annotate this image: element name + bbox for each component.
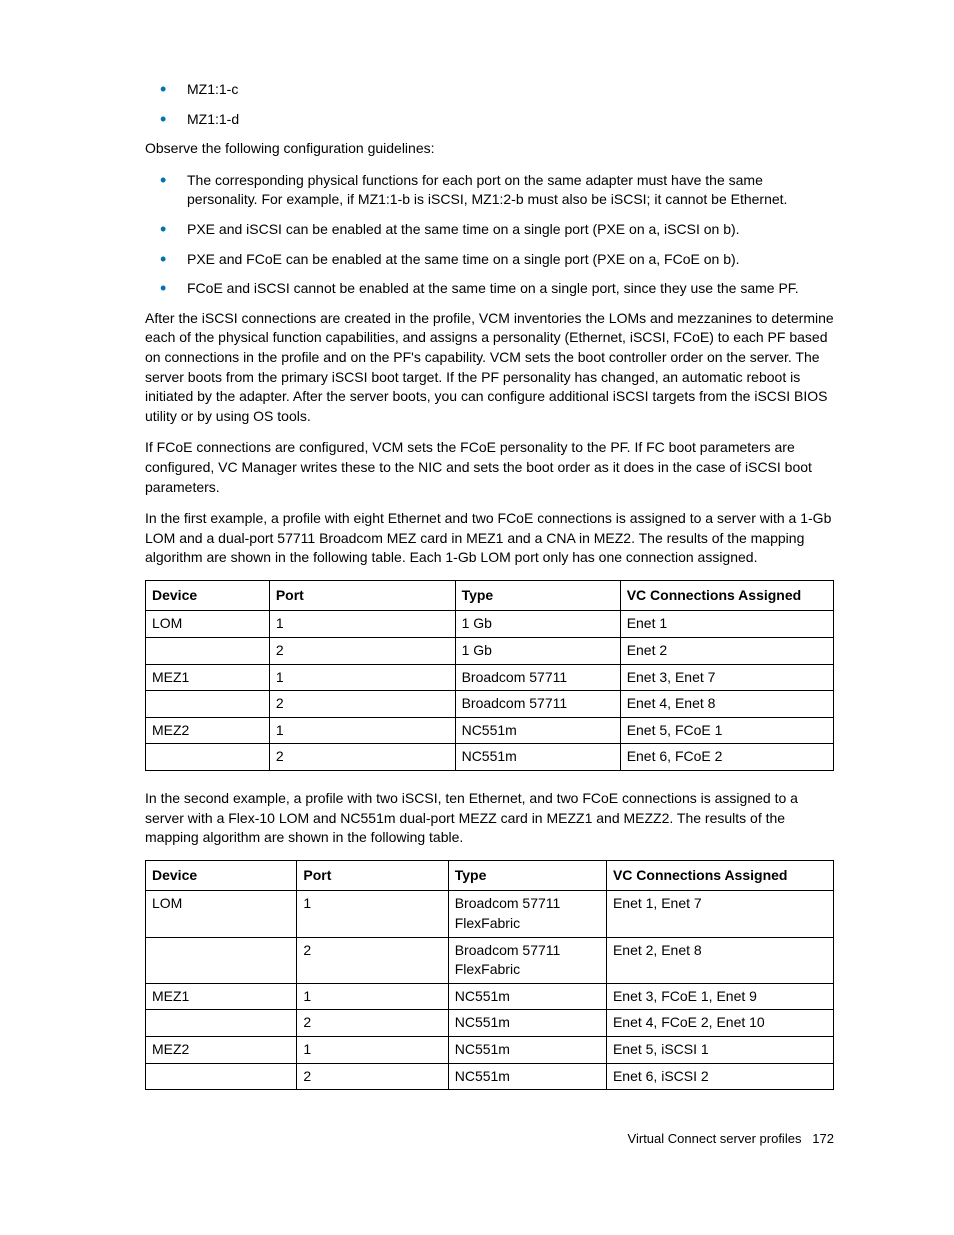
table-cell bbox=[146, 937, 297, 983]
table-row: LOM 1 Broadcom 57711 FlexFabric Enet 1, … bbox=[146, 891, 834, 937]
table-cell: Enet 5, iSCSI 1 bbox=[606, 1036, 833, 1063]
table-cell: 2 bbox=[297, 1010, 448, 1037]
page-number: 172 bbox=[812, 1131, 834, 1146]
table-row: 2 NC551m Enet 6, iSCSI 2 bbox=[146, 1063, 834, 1090]
table-cell: LOM bbox=[146, 891, 297, 937]
table-cell bbox=[146, 638, 270, 665]
table-1: Device Port Type VC Connections Assigned… bbox=[145, 580, 834, 771]
bullet-list-2: The corresponding physical functions for… bbox=[145, 171, 834, 299]
table-header: Device bbox=[146, 580, 270, 611]
table-cell: MEZ2 bbox=[146, 1036, 297, 1063]
table-cell: 1 bbox=[297, 1036, 448, 1063]
list-item: FCoE and iSCSI cannot be enabled at the … bbox=[145, 279, 834, 299]
table-cell: 2 bbox=[297, 937, 448, 983]
table-cell: Enet 6, FCoE 2 bbox=[620, 744, 833, 771]
table-header: VC Connections Assigned bbox=[606, 860, 833, 891]
table-cell: Enet 5, FCoE 1 bbox=[620, 717, 833, 744]
table-cell: Enet 3, Enet 7 bbox=[620, 664, 833, 691]
table-cell: Broadcom 57711 FlexFabric bbox=[448, 891, 606, 937]
table-cell: NC551m bbox=[448, 1036, 606, 1063]
table-row: LOM 1 1 Gb Enet 1 bbox=[146, 611, 834, 638]
table-cell: 2 bbox=[269, 744, 455, 771]
table-row: 2 Broadcom 57711 Enet 4, Enet 8 bbox=[146, 691, 834, 718]
list-item: MZ1:1-d bbox=[145, 110, 834, 130]
table-cell: Enet 4, Enet 8 bbox=[620, 691, 833, 718]
table-cell bbox=[146, 1063, 297, 1090]
table-cell: NC551m bbox=[448, 983, 606, 1010]
paragraph: In the first example, a profile with eig… bbox=[145, 509, 834, 568]
table-cell: NC551m bbox=[448, 1063, 606, 1090]
table-cell bbox=[146, 744, 270, 771]
list-item: The corresponding physical functions for… bbox=[145, 171, 834, 210]
table-header-row: Device Port Type VC Connections Assigned bbox=[146, 860, 834, 891]
table-cell: Enet 1 bbox=[620, 611, 833, 638]
table-row: 2 NC551m Enet 4, FCoE 2, Enet 10 bbox=[146, 1010, 834, 1037]
table-cell: 1 bbox=[269, 717, 455, 744]
table-header: Port bbox=[297, 860, 448, 891]
table-cell: NC551m bbox=[455, 744, 620, 771]
table-cell: 2 bbox=[269, 691, 455, 718]
table-cell: 1 bbox=[269, 664, 455, 691]
table-cell: Broadcom 57711 bbox=[455, 664, 620, 691]
list-item: MZ1:1-c bbox=[145, 80, 834, 100]
table-cell: 1 Gb bbox=[455, 638, 620, 665]
table-header: Type bbox=[448, 860, 606, 891]
list-item: PXE and iSCSI can be enabled at the same… bbox=[145, 220, 834, 240]
table-cell: Enet 4, FCoE 2, Enet 10 bbox=[606, 1010, 833, 1037]
table-row: MEZ2 1 NC551m Enet 5, iSCSI 1 bbox=[146, 1036, 834, 1063]
table-cell: MEZ2 bbox=[146, 717, 270, 744]
table-row: MEZ2 1 NC551m Enet 5, FCoE 1 bbox=[146, 717, 834, 744]
table-cell: Enet 2 bbox=[620, 638, 833, 665]
table-cell bbox=[146, 1010, 297, 1037]
table-cell: 1 bbox=[269, 611, 455, 638]
paragraph: In the second example, a profile with tw… bbox=[145, 789, 834, 848]
table-cell: MEZ1 bbox=[146, 983, 297, 1010]
table-cell bbox=[146, 691, 270, 718]
paragraph: After the iSCSI connections are created … bbox=[145, 309, 834, 427]
table-header-row: Device Port Type VC Connections Assigned bbox=[146, 580, 834, 611]
table-cell: LOM bbox=[146, 611, 270, 638]
table-cell: MEZ1 bbox=[146, 664, 270, 691]
footer-label: Virtual Connect server profiles bbox=[628, 1131, 802, 1146]
table-row: 2 Broadcom 57711 FlexFabric Enet 2, Enet… bbox=[146, 937, 834, 983]
table-cell: Broadcom 57711 FlexFabric bbox=[448, 937, 606, 983]
table-cell: NC551m bbox=[455, 717, 620, 744]
table-row: MEZ1 1 NC551m Enet 3, FCoE 1, Enet 9 bbox=[146, 983, 834, 1010]
table-cell: Enet 2, Enet 8 bbox=[606, 937, 833, 983]
table-cell: 2 bbox=[269, 638, 455, 665]
bullet-list-1: MZ1:1-c MZ1:1-d bbox=[145, 80, 834, 129]
table-row: MEZ1 1 Broadcom 57711 Enet 3, Enet 7 bbox=[146, 664, 834, 691]
table-header: Port bbox=[269, 580, 455, 611]
table-cell: Enet 6, iSCSI 2 bbox=[606, 1063, 833, 1090]
table-row: 2 1 Gb Enet 2 bbox=[146, 638, 834, 665]
table-cell: 1 Gb bbox=[455, 611, 620, 638]
table-cell: Enet 3, FCoE 1, Enet 9 bbox=[606, 983, 833, 1010]
table-header: Device bbox=[146, 860, 297, 891]
table-cell: Broadcom 57711 bbox=[455, 691, 620, 718]
table-cell: NC551m bbox=[448, 1010, 606, 1037]
paragraph: Observe the following configuration guid… bbox=[145, 139, 834, 159]
table-2: Device Port Type VC Connections Assigned… bbox=[145, 860, 834, 1090]
table-cell: 1 bbox=[297, 891, 448, 937]
table-row: 2 NC551m Enet 6, FCoE 2 bbox=[146, 744, 834, 771]
table-cell: 1 bbox=[297, 983, 448, 1010]
table-header: VC Connections Assigned bbox=[620, 580, 833, 611]
list-item: PXE and FCoE can be enabled at the same … bbox=[145, 250, 834, 270]
table-cell: 2 bbox=[297, 1063, 448, 1090]
paragraph: If FCoE connections are configured, VCM … bbox=[145, 438, 834, 497]
table-header: Type bbox=[455, 580, 620, 611]
page-footer: Virtual Connect server profiles 172 bbox=[145, 1130, 834, 1148]
table-cell: Enet 1, Enet 7 bbox=[606, 891, 833, 937]
